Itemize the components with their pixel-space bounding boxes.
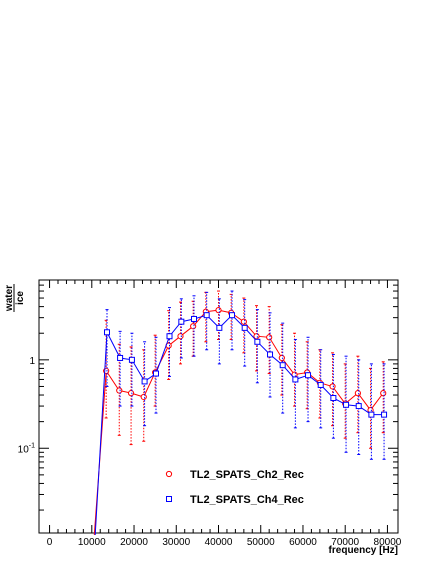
data-point: [343, 401, 350, 408]
data-point: [279, 362, 286, 369]
data-point: [254, 338, 261, 345]
data-point: [128, 356, 135, 363]
x-tick-label: 40000: [205, 537, 233, 548]
data-point: [178, 318, 185, 325]
legend-label-ch4: TL2_SPATS_Ch4_Rec: [190, 494, 304, 506]
data-point: [240, 318, 247, 325]
data-point: [241, 324, 248, 331]
series-2: [94, 290, 388, 536]
data-point: [381, 411, 388, 418]
data-point: [215, 307, 222, 314]
data-point: [329, 383, 336, 390]
data-point: [166, 333, 173, 340]
data-point: [354, 390, 361, 397]
data-point: [117, 354, 124, 361]
x-tick-label: 60000: [289, 537, 317, 548]
legend: TL2_SPATS_Ch2_Rec TL2_SPATS_Ch4_Rec: [165, 469, 304, 506]
x-tick-label: 50000: [247, 537, 275, 548]
legend-label-ch2: TL2_SPATS_Ch2_Rec: [190, 469, 304, 481]
y-axis-title: water ice: [4, 284, 26, 312]
legend-marker-ch4: [166, 496, 172, 502]
y-tick-label: 10-1: [18, 442, 35, 455]
x-tick-label: 80000: [374, 537, 402, 548]
data-point: [330, 395, 337, 402]
axes-layer: 0 10000 20000 30000 40000 50000 60000 70000 8000…: [18, 279, 402, 548]
x-tick-label: 30000: [162, 537, 190, 548]
data-point: [141, 378, 148, 385]
data-point: [317, 381, 324, 388]
data-point: [203, 312, 210, 319]
data-point: [292, 376, 299, 383]
data-point: [103, 329, 110, 336]
data-point: [191, 315, 198, 322]
data-point: [266, 334, 273, 341]
y-tick-label: 1: [29, 356, 35, 367]
data-point: [267, 351, 274, 358]
data-point: [253, 333, 260, 340]
data-point: [127, 390, 135, 397]
data-point: [355, 403, 362, 410]
data-point: [229, 312, 236, 319]
data-point: [177, 333, 184, 340]
x-tick-label: 20000: [120, 537, 148, 548]
data-point: [380, 390, 387, 397]
x-axis-title: frequency [Hz]: [329, 545, 398, 556]
data-point: [140, 393, 147, 401]
series-layer: [93, 290, 388, 536]
y-axis-title-denominator: ice: [15, 291, 26, 305]
x-tick-label: 0: [47, 537, 53, 548]
y-axis-title-numerator: water: [4, 285, 15, 312]
data-point: [368, 411, 375, 418]
data-point: [116, 387, 123, 394]
legend-marker-ch2: [165, 470, 173, 478]
x-tick-label: 10000: [78, 537, 106, 548]
data-point: [278, 354, 285, 362]
x-tick-label: 70000: [331, 537, 359, 548]
data-point: [216, 324, 223, 331]
data-point: [305, 372, 312, 379]
data-point: [152, 370, 159, 377]
data-point: [190, 323, 197, 330]
